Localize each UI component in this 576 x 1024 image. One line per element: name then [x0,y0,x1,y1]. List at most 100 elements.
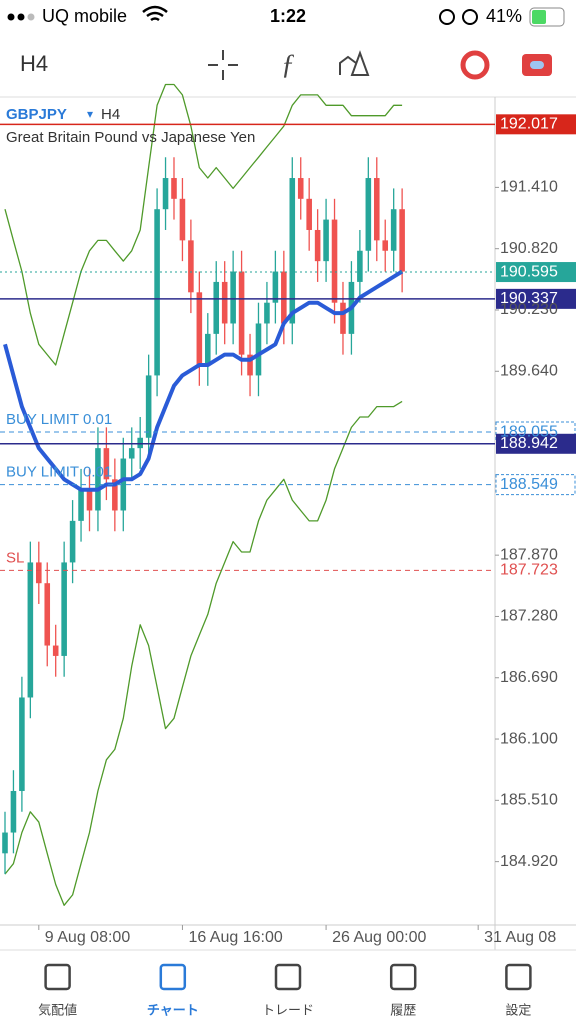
symbol[interactable]: GBPJPY [6,106,67,123]
candle-body [137,437,143,449]
tab-label[interactable]: 気配値 [38,1002,77,1017]
battery [529,7,565,27]
signal-dot [7,13,15,21]
candle-body [213,281,220,334]
clock: 1:22 [270,6,306,26]
candle-body [162,178,169,210]
price-box [496,433,576,454]
tab-label[interactable]: チャート [147,1002,199,1017]
candle-body [331,219,338,303]
battery-level [532,10,546,24]
candle-body [314,229,321,262]
toolbar: H4 ƒ [20,49,552,80]
candle-body [120,458,127,511]
tab-icon [505,963,532,991]
carrier: UQ mobile [42,6,127,26]
candle-body [27,562,34,698]
candle-body [52,645,59,656]
y-tick-label: 190.230 [500,301,558,318]
price-box [495,474,576,496]
candle-body [365,178,372,251]
candle-body [238,271,245,355]
candle-body [264,302,270,324]
indicator-line [4,83,403,366]
candle-body [61,562,67,656]
candle-body [247,354,253,376]
y-tick-label: 190.820 [500,240,558,257]
candle-body [103,448,110,480]
candle-body [179,198,186,241]
period-icon[interactable] [460,50,490,80]
x-tick-label: 26 Aug 00:00 [332,929,426,946]
x-tick-label: 31 Aug 08 [484,929,556,946]
candle-body [188,240,194,293]
tab-label[interactable]: トレード [262,1002,314,1017]
indicator-icon[interactable]: ƒ [281,49,295,80]
candle-body [78,489,84,521]
y-tick-label: 186.100 [500,730,558,747]
symbol-arrow[interactable]: ▾ [87,107,93,121]
lock-icon [439,9,455,25]
tab-label[interactable]: 履歴 [390,1002,416,1017]
plot [0,83,576,930]
candle-body [357,250,363,282]
candle-body [390,209,397,251]
price-label: 188.549 [500,476,558,493]
tab-bar: 気配値 チャート トレード 履歴 設定 [38,963,532,1017]
candle-body [19,697,25,791]
y-tick-label: 186.690 [500,669,558,686]
y-tick-label: 185.510 [500,792,558,809]
price-box [496,262,576,283]
candle-body [145,375,152,438]
objects-icon[interactable] [339,50,370,76]
tab-label[interactable]: 設定 [505,1002,531,1017]
y-tick-label: 191.410 [500,179,558,196]
y-tick-label: 184.920 [500,853,558,870]
y-tick-label: 187.280 [500,608,558,625]
candle-body [323,219,329,262]
timeframe-button[interactable]: H4 [20,51,48,76]
candle-body [340,302,346,334]
candle-body [2,832,8,854]
candle-body [204,333,211,366]
candle-body [95,448,101,511]
trade-icon-inner [530,61,544,69]
price-label: 190.337 [500,290,558,307]
candle-body [196,292,203,366]
price-label: 189.055 [500,423,558,440]
candle-body [297,178,304,199]
candle-body [69,520,76,563]
candle-body [272,271,279,303]
candle-body [281,271,287,324]
candle-body [171,178,177,199]
candle-body [86,489,93,511]
status-bar: UQ mobile 1:22 41% [7,6,565,27]
candle-body [255,323,262,376]
tab-icon [159,963,187,991]
x-tick-label: 16 Aug 16:00 [188,929,282,946]
signal-dot [17,13,25,21]
candle-body [399,209,405,272]
price-box [496,114,576,135]
price-label: 187.723 [500,562,558,579]
price-label: 188.942 [500,435,558,452]
order-label: BUY LIMIT 0.01 [6,464,112,481]
candle-body [112,479,118,511]
candle-body [128,448,135,459]
tab-icon [274,963,302,991]
chart-timeframe: H4 [101,106,120,123]
alarm-icon [462,9,478,25]
candle-body [44,583,51,646]
candle-body [10,790,17,833]
candle-body [373,178,380,241]
price-label: 192.017 [500,116,558,133]
tab-icon [389,963,417,991]
candle-body [306,198,312,230]
price-label: 190.595 [500,263,558,280]
crosshair-icon[interactable] [208,50,238,80]
price-box [496,288,576,309]
order-label: BUY LIMIT 0.01 [6,411,112,428]
x-tick-label: 9 Aug 08:00 [45,929,131,946]
candle-body [289,178,296,324]
